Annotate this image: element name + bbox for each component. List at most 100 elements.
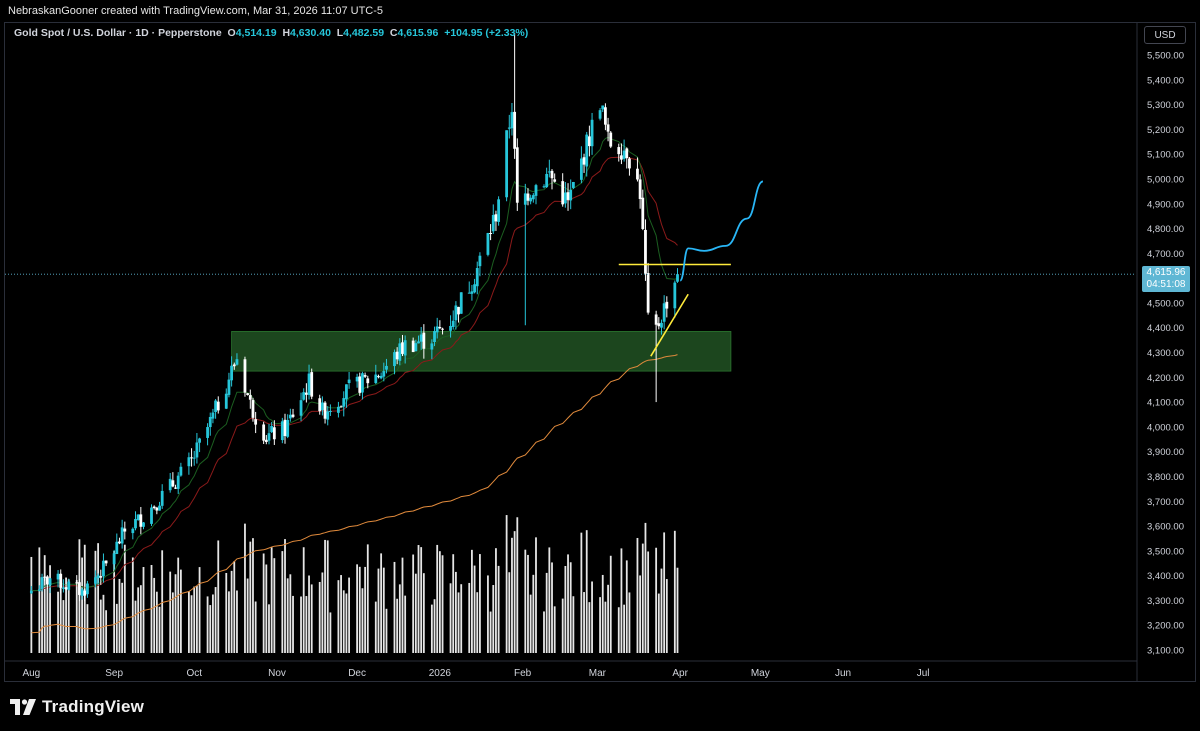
candle-body [272,427,276,440]
candle-body [304,392,308,395]
volume-bar [286,578,289,653]
y-tick-label: 5,400.00 [1147,75,1184,86]
volume-bar [273,558,276,653]
candle-body [254,419,258,425]
volume-bar [529,594,532,653]
candle-body [438,327,442,329]
volume-bar [422,573,425,653]
volume-bar [454,571,457,653]
candle-body [628,158,631,169]
volume-bar [228,591,230,653]
candle-body [99,576,103,578]
candle-body [545,173,549,188]
candle-body [302,392,306,400]
volume-bar [174,574,177,653]
volume-bar [236,590,238,653]
volume-bar [623,604,625,653]
candle-body [644,229,647,274]
x-tick-label: Sep [105,668,123,679]
volume-bar [617,607,620,653]
y-tick-label: 4,500.00 [1147,298,1184,309]
candle-body [345,384,348,400]
volume-bar [246,578,249,653]
candle-body [75,582,79,584]
volume-bar [567,554,569,653]
candle-body [48,578,52,586]
candle-body [598,110,602,119]
change-value: +104.95 (+2.33%) [444,27,529,39]
candle-body [454,305,458,321]
candle-body [473,284,476,293]
volume-bar [214,587,217,653]
tradingview-logo[interactable]: TradingView [10,697,144,717]
volume-bar [545,572,548,653]
candle-body [318,398,322,412]
y-tick-label: 3,500.00 [1147,546,1184,557]
ma-slow-line [31,354,678,634]
candle-body [131,528,135,534]
volume-bar [75,580,78,653]
currency-button[interactable]: USD [1144,26,1186,44]
candle-body [326,411,330,420]
candle-body [251,400,255,418]
candle-body [403,340,407,356]
candle-body [566,192,570,200]
candle-body [657,323,661,327]
candle-body [64,587,68,590]
y-tick-label: 3,200.00 [1147,621,1184,632]
candle-body [366,378,370,384]
volume-bar [113,550,116,653]
tradingview-logo-icon [10,699,36,715]
volume-bar [342,590,345,653]
volume-bar [321,572,324,653]
candle-body [187,457,191,467]
candle-body [347,379,351,384]
ema-mid-line [31,156,678,592]
candle-body [550,170,554,179]
volume-bar [561,598,564,653]
candle-body [270,425,274,433]
candle-body [248,395,252,400]
volume-bar [393,561,396,653]
attribution-text: NebraskanGooner created with TradingView… [8,5,384,17]
volume-bar [358,566,361,653]
candle-body [561,181,565,205]
candle-body [377,376,380,378]
volume-bar [187,591,190,653]
volume-bar [473,565,476,653]
volume-bar [196,585,198,653]
candle-body [355,376,359,382]
volume-bar [471,549,473,653]
candle-body [379,375,383,379]
candle-body [606,124,610,132]
candle-body [617,147,621,155]
volume-bar [97,543,100,653]
candle-body [288,414,292,419]
volume-bar [265,564,268,653]
support-trendline [650,293,689,357]
volume-bar [318,581,321,653]
candle-body [62,587,65,589]
candle-body [361,373,364,393]
volume-bar [639,575,642,653]
attribution-bar: NebraskanGooner created with TradingView… [0,0,1200,22]
candle-body [393,352,396,367]
y-tick-label: 3,700.00 [1147,497,1184,508]
candle-body [230,365,234,381]
candle-body [323,402,327,419]
volume-bar [169,571,172,653]
candle-body [363,375,367,377]
candle-body [579,158,583,180]
y-tick-label: 4,700.00 [1147,249,1184,260]
volume-bar [374,601,377,653]
candle-body [160,490,164,506]
candle-body [417,341,420,344]
candle-body [264,439,268,443]
volume-bar [131,557,134,653]
candle-body [96,575,100,579]
x-tick-label: Jun [835,668,851,679]
candle-body [198,438,201,443]
candle-body [569,190,573,201]
volume-bar [206,596,209,653]
